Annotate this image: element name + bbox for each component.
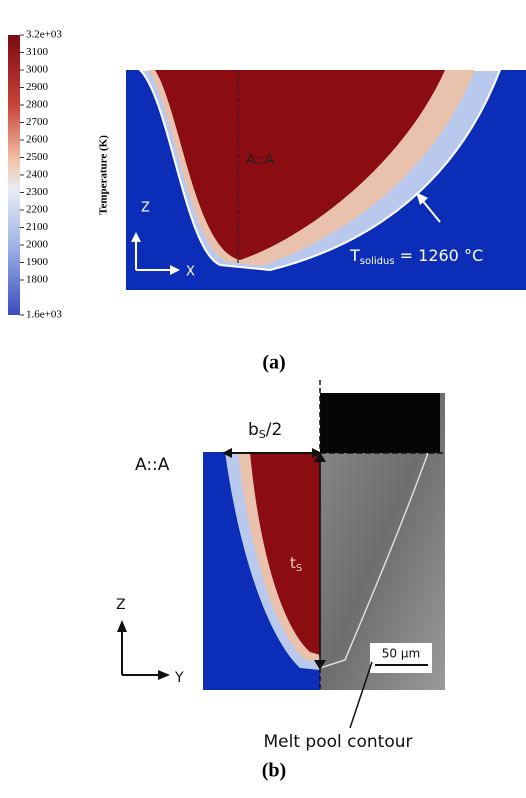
section-label: A::A (135, 455, 170, 475)
axis-x: X (186, 265, 195, 280)
arrow-head (158, 670, 170, 680)
colorbar-label: 2600 (26, 134, 49, 146)
colorbar (8, 35, 20, 315)
colorbar-label: 1900 (26, 256, 49, 268)
arrow-head (117, 620, 127, 632)
colorbar-label: 2000 (26, 239, 49, 251)
contour-label: Melt pool contour (264, 732, 413, 752)
figure: 3.2e+03 3100 3000 2900 2800 2700 2600 2500 2400 2… (0, 0, 526, 794)
colorbar-title: Temperature (K) (98, 135, 110, 215)
colorbar-label: 1.6e+03 (26, 309, 62, 321)
colorbar-label: 3000 (26, 64, 49, 76)
colorbar-label: 2400 (26, 169, 49, 181)
colorbar-label: 3.2e+03 (26, 29, 62, 41)
width-label: bS/2 (248, 420, 282, 441)
axis-z: Z (141, 201, 150, 216)
micrograph-top (320, 393, 440, 453)
colorbar-label: 3100 (26, 46, 49, 58)
colorbar-label: 2300 (26, 186, 49, 198)
colorbar-label: 2100 (26, 221, 49, 233)
section-label: A::A (246, 152, 275, 168)
colorbar-label: 2700 (26, 116, 49, 128)
page: {"colorbar": {"title": "Temperature (K)"… (0, 0, 526, 794)
caption-a: (a) (262, 352, 285, 374)
colorbar-label: 2900 (26, 81, 49, 93)
colorbar-label: 1800 (26, 274, 49, 286)
colorbar-label: 2200 (26, 204, 49, 216)
colorbar-labels: 3.2e+03 3100 3000 2900 2800 2700 2600 2500 2400 2… (20, 29, 62, 321)
colorbar-label: 2800 (26, 99, 49, 111)
caption-b: (b) (262, 760, 286, 782)
axis-z: Z (116, 597, 126, 613)
axis-y: Y (174, 670, 184, 686)
colorbar-label: 2500 (26, 151, 49, 163)
scale-label: 50 µm (382, 647, 420, 661)
